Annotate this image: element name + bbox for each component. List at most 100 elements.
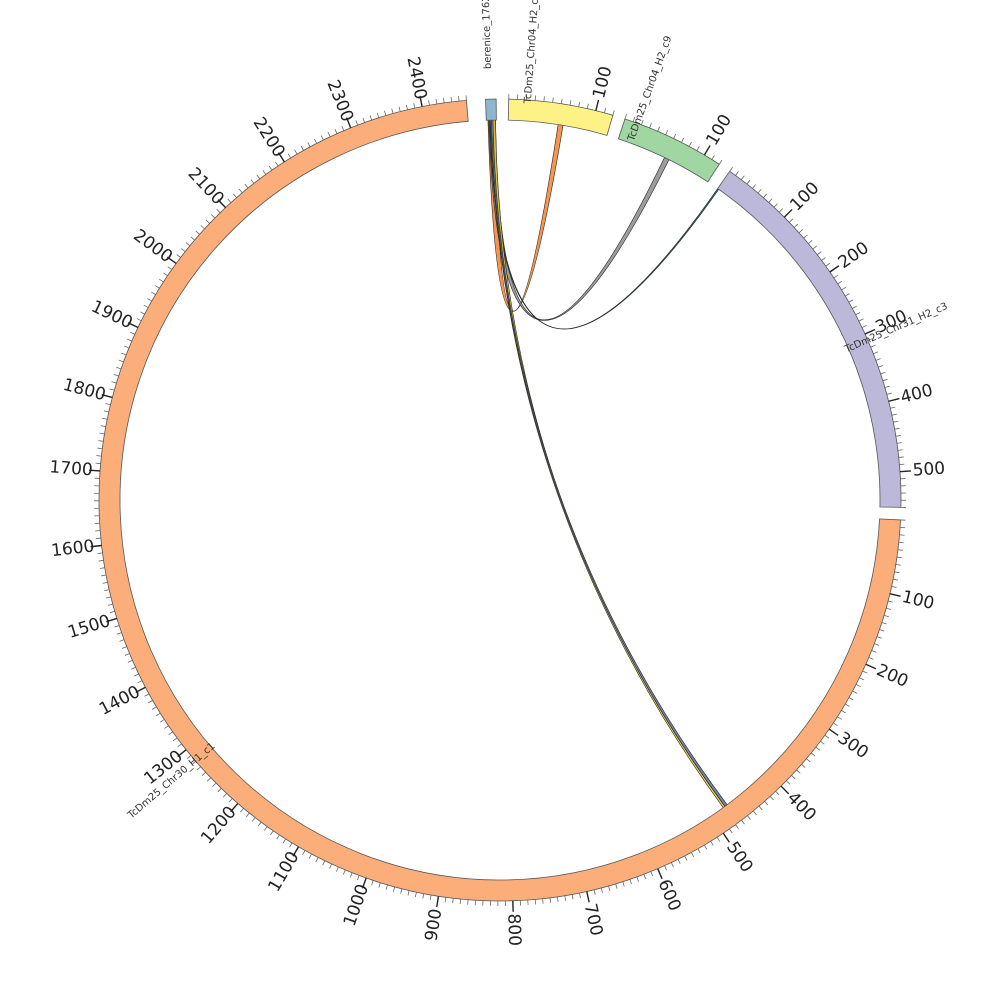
minor-tick — [896, 442, 902, 444]
minor-tick — [429, 894, 432, 901]
major-tick — [345, 117, 352, 129]
minor-tick — [250, 179, 255, 184]
minor-tick — [176, 254, 181, 258]
minor-tick — [201, 772, 206, 777]
minor-tick — [391, 108, 394, 114]
minor-tick — [414, 892, 417, 898]
minor-tick — [127, 338, 132, 342]
minor-tick — [257, 821, 262, 827]
minor-tick — [119, 639, 125, 642]
minor-tick — [96, 455, 102, 457]
minor-tick — [622, 881, 625, 887]
minor-tick — [341, 125, 345, 131]
minor-tick — [763, 193, 768, 198]
minor-tick — [308, 853, 312, 859]
minor-tick — [99, 567, 105, 569]
minor-tick — [118, 359, 124, 363]
minor-tick — [798, 229, 803, 234]
minor-tick — [861, 325, 867, 328]
minor-tick — [886, 392, 892, 395]
minor-tick — [99, 432, 105, 435]
minor-tick — [376, 112, 380, 118]
minor-tick — [796, 769, 801, 774]
major-tick — [177, 749, 187, 758]
minor-tick — [711, 155, 715, 160]
major-tick — [899, 470, 912, 473]
tick-label: 700 — [580, 902, 607, 938]
minor-tick — [593, 889, 596, 895]
links-layer — [487, 119, 728, 809]
minor-tick — [320, 135, 324, 141]
minor-tick — [757, 188, 762, 194]
minor-tick — [862, 670, 868, 674]
major-tick — [657, 868, 663, 880]
minor-tick — [186, 755, 192, 759]
minor-tick — [342, 869, 346, 875]
minor-tick — [837, 716, 842, 720]
minor-tick — [109, 610, 115, 614]
tick-label: 400 — [899, 380, 935, 407]
tick-label: 2000 — [129, 226, 176, 268]
segment-label-c7: TcDm25_Chr04_H2_c7 — [523, 0, 542, 105]
minor-tick — [276, 834, 280, 840]
minor-tick — [690, 852, 695, 858]
minor-tick — [793, 223, 799, 228]
minor-tick — [329, 863, 332, 869]
minor-tick — [895, 564, 901, 566]
minor-tick — [384, 110, 387, 116]
minor-tick — [612, 110, 615, 116]
ticks-layer — [89, 94, 912, 912]
minor-tick — [874, 643, 880, 646]
minor-tick — [579, 892, 581, 899]
tick-label: 1900 — [88, 297, 136, 334]
tick-label: 500 — [912, 459, 946, 481]
minor-tick — [101, 574, 107, 577]
major-tick — [703, 145, 711, 156]
minor-tick — [871, 650, 877, 653]
minor-tick — [124, 653, 130, 656]
tick-label: 2300 — [323, 77, 358, 125]
link-berenice-c9-1 — [488, 119, 670, 321]
minor-tick — [769, 796, 774, 801]
minor-tick — [104, 589, 110, 592]
minor-tick — [124, 345, 130, 349]
tick-label: 500 — [722, 838, 757, 876]
minor-tick — [314, 138, 318, 144]
minor-tick — [357, 875, 360, 881]
minor-tick — [837, 280, 843, 285]
segment-label-berenice: berenice_1762 — [481, 0, 494, 69]
major-tick — [90, 544, 102, 548]
minor-tick — [217, 788, 222, 793]
minor-tick — [833, 274, 839, 279]
minor-tick — [413, 103, 416, 109]
minor-tick — [600, 887, 603, 893]
minor-tick — [768, 198, 773, 203]
major-tick — [722, 832, 730, 843]
minor-tick — [845, 293, 850, 297]
minor-tick — [808, 240, 813, 244]
minor-tick — [113, 374, 119, 377]
minor-tick — [228, 798, 233, 803]
minor-tick — [841, 710, 846, 714]
tick-label: 100 — [589, 64, 616, 100]
minor-tick — [887, 600, 894, 603]
minor-tick — [608, 885, 611, 891]
minor-tick — [881, 622, 887, 625]
tick-label: 1200 — [197, 802, 240, 848]
minor-tick — [615, 883, 618, 889]
tick-label: 1600 — [50, 536, 95, 561]
major-tick — [829, 265, 840, 273]
minor-tick — [578, 101, 581, 107]
minor-tick — [852, 305, 857, 309]
minor-tick — [172, 737, 178, 742]
major-tick — [277, 152, 285, 163]
minor-tick — [878, 365, 884, 368]
minor-tick — [151, 291, 156, 295]
minor-tick — [444, 897, 447, 903]
minor-tick — [897, 549, 903, 551]
minor-tick — [870, 344, 876, 348]
minor-tick — [134, 673, 139, 677]
minor-tick — [657, 126, 660, 132]
minor-tick — [147, 298, 153, 302]
minor-tick — [740, 175, 745, 180]
